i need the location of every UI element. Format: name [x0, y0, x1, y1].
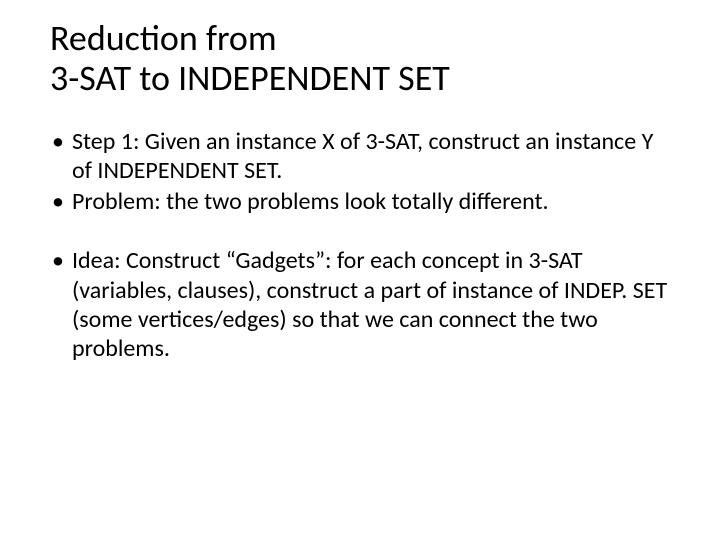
slide: Reduction from 3-SAT to INDEPENDENT SET … — [0, 0, 720, 540]
list-item: Problem: the two problems look totally d… — [50, 187, 670, 216]
title-line-1: Reduction from — [50, 16, 277, 60]
title-line-2: 3-SAT to INDEPENDENT SET — [50, 56, 450, 100]
spacer — [50, 218, 670, 246]
slide-title: Reduction from 3-SAT to INDEPENDENT SET — [50, 18, 670, 99]
list-item: Idea: Construct “Gadgets”: for each conc… — [50, 246, 670, 363]
bullet-list: Step 1: Given an instance X of 3-SAT, co… — [50, 127, 670, 364]
list-item: Step 1: Given an instance X of 3-SAT, co… — [50, 127, 670, 186]
